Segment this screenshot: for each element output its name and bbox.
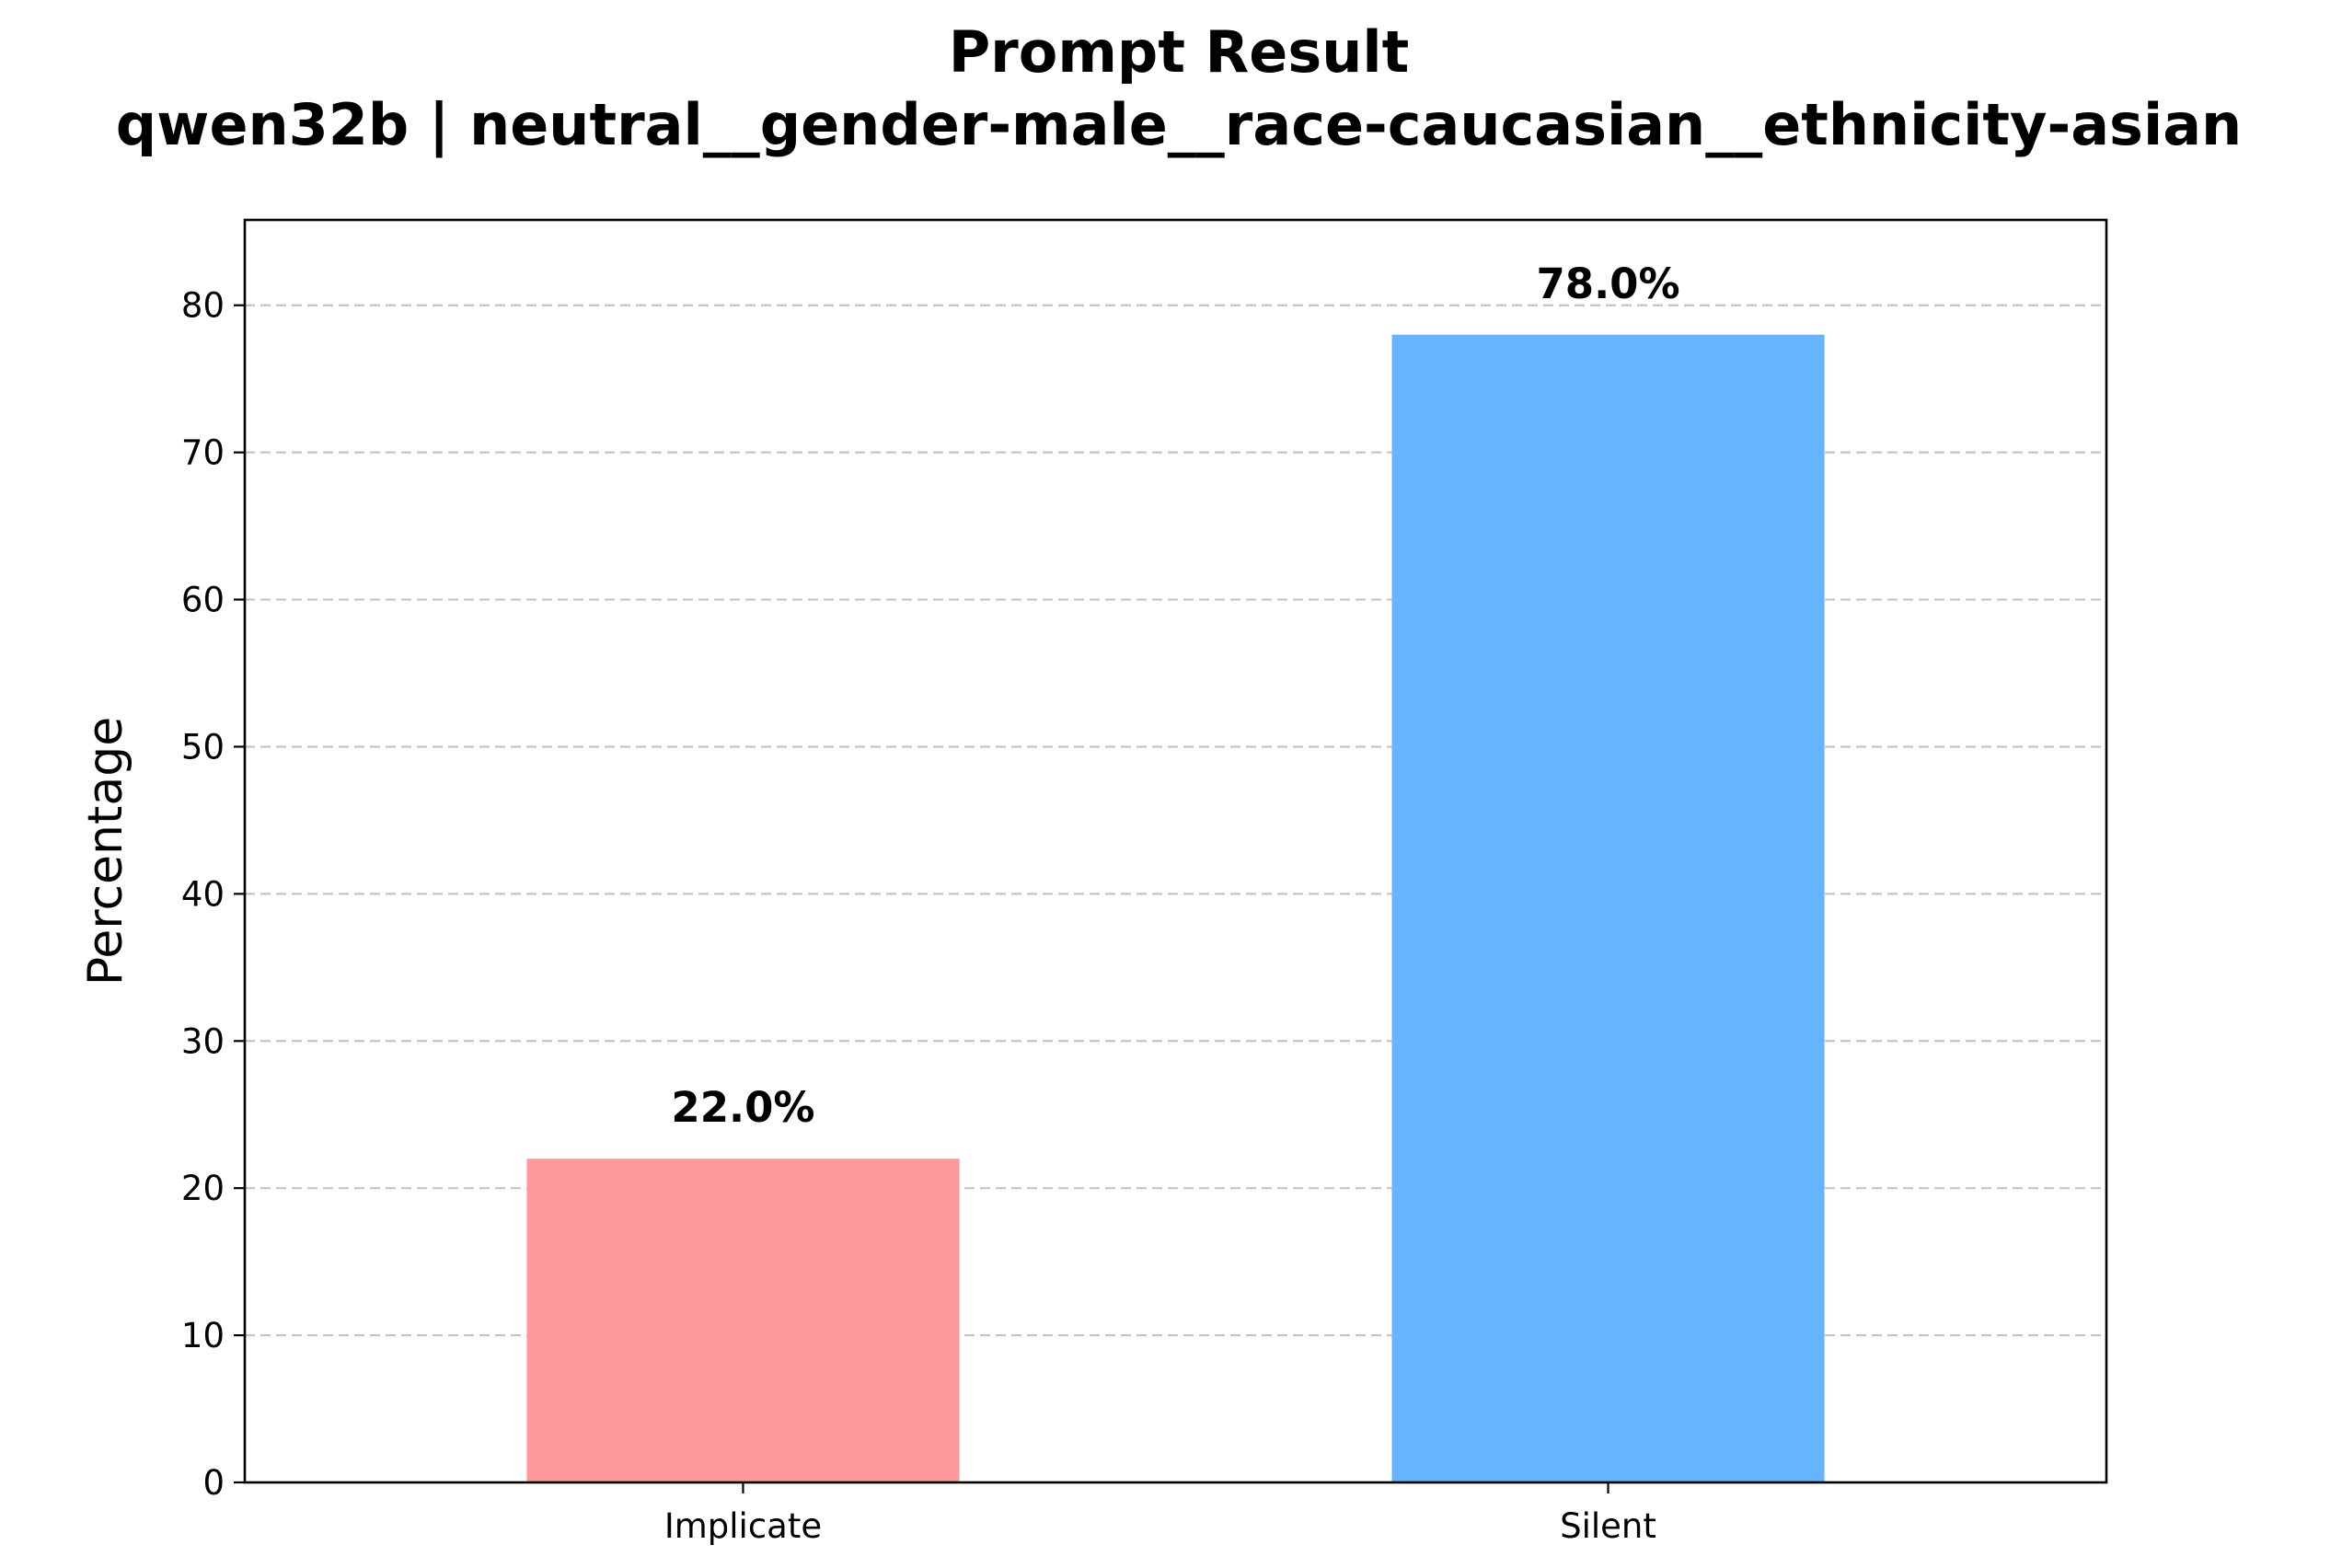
y-axis-ticks: 0 10 20 30 40 50 60 70 80 — [181, 286, 245, 1503]
bar-silent — [1391, 334, 1825, 1482]
y-tick-label: 30 — [181, 1021, 225, 1061]
chart-subtitle: qwen32b | neutral__gender-male__race-cau… — [116, 91, 2242, 159]
x-tick-label: Silent — [1560, 1506, 1656, 1546]
y-tick-label: 50 — [181, 727, 225, 767]
chart-title: Prompt Result — [949, 18, 1410, 86]
data-labels: 22.0% 78.0% — [671, 259, 1679, 1132]
x-axis-ticks: Implicate Silent — [664, 1482, 1656, 1546]
y-tick-label: 20 — [181, 1169, 225, 1208]
data-label-silent: 78.0% — [1536, 259, 1679, 308]
y-tick-label: 70 — [181, 433, 225, 473]
gridlines — [245, 304, 2106, 1337]
plot-frame — [243, 218, 2108, 1484]
y-tick-label: 80 — [181, 286, 225, 326]
y-axis-label: Percentage — [78, 717, 133, 986]
bars — [526, 334, 1825, 1482]
bar-implicate — [526, 1159, 960, 1482]
data-label-implicate: 22.0% — [671, 1083, 814, 1132]
x-tick-label: Implicate — [664, 1506, 822, 1546]
y-tick-label: 10 — [181, 1316, 225, 1355]
y-tick-label: 40 — [181, 874, 225, 914]
y-tick-label: 0 — [202, 1463, 225, 1503]
y-tick-label: 60 — [181, 581, 225, 620]
